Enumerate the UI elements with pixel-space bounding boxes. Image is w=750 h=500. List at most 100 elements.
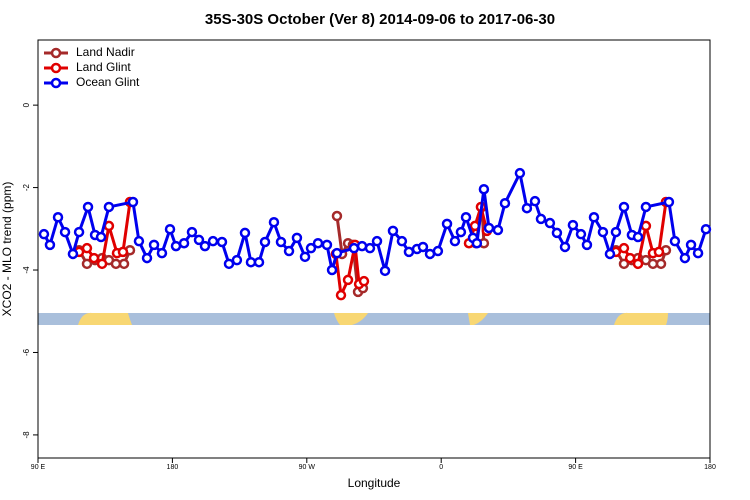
point xyxy=(521,202,533,214)
point xyxy=(81,258,93,270)
point xyxy=(283,245,295,257)
point xyxy=(88,252,100,264)
y-tick-label: 0 xyxy=(22,102,31,107)
point xyxy=(312,237,324,249)
point xyxy=(81,242,93,254)
plot-frame xyxy=(37,39,711,459)
x-tick-label: 0 xyxy=(439,464,443,471)
point xyxy=(110,258,122,270)
legend-marker xyxy=(50,62,62,74)
y-axis-label: XCO2 - MLO trend (ppm) xyxy=(0,182,14,317)
point xyxy=(118,258,130,270)
point xyxy=(692,247,704,259)
point xyxy=(199,240,211,252)
x-axis-label: Longitude xyxy=(348,476,401,490)
point xyxy=(640,201,652,213)
point xyxy=(535,213,547,225)
point xyxy=(299,251,311,263)
point xyxy=(618,201,630,213)
point xyxy=(700,223,712,235)
point xyxy=(581,239,593,251)
point xyxy=(59,226,71,238)
point xyxy=(604,248,616,260)
point xyxy=(223,258,235,270)
point xyxy=(624,252,636,264)
point xyxy=(618,242,630,254)
point xyxy=(148,239,160,251)
point xyxy=(364,242,376,254)
point xyxy=(331,210,343,222)
point xyxy=(67,248,79,260)
point xyxy=(141,252,153,264)
point xyxy=(331,247,343,259)
series-line xyxy=(78,201,668,297)
point xyxy=(95,231,107,243)
point xyxy=(103,201,115,213)
point xyxy=(164,223,176,235)
legend-marker xyxy=(50,47,62,59)
point xyxy=(358,275,370,287)
point xyxy=(387,225,399,237)
point xyxy=(239,227,251,239)
point xyxy=(632,258,644,270)
point xyxy=(663,196,675,208)
point xyxy=(567,219,579,231)
point xyxy=(38,228,50,240)
point xyxy=(133,235,145,247)
point xyxy=(514,167,526,179)
point xyxy=(275,236,287,248)
point xyxy=(268,216,280,228)
y-tick-label: -8 xyxy=(22,431,31,439)
point xyxy=(73,226,85,238)
point xyxy=(492,224,504,236)
point xyxy=(575,228,587,240)
chart-title: 35S-30S October (Ver 8) 2014-09-06 to 20… xyxy=(205,11,555,28)
point xyxy=(544,217,556,229)
point xyxy=(193,234,205,246)
point xyxy=(335,289,347,301)
point xyxy=(647,258,659,270)
x-tick-label: 90 E xyxy=(31,464,46,471)
point xyxy=(127,196,139,208)
point xyxy=(348,242,360,254)
x-tick-label: 180 xyxy=(167,464,179,471)
point xyxy=(379,265,391,277)
point xyxy=(245,256,257,268)
point xyxy=(685,239,697,251)
point xyxy=(342,274,354,286)
point xyxy=(44,239,56,251)
y-tick-label: -2 xyxy=(22,183,31,191)
point xyxy=(460,212,472,223)
point xyxy=(449,235,461,247)
point xyxy=(305,242,317,254)
point xyxy=(156,247,168,259)
y-tick-label: -6 xyxy=(22,348,31,356)
point xyxy=(597,226,609,238)
point xyxy=(483,222,495,234)
point xyxy=(82,201,94,213)
point xyxy=(655,258,667,270)
point xyxy=(471,237,483,249)
land-ocean-strip xyxy=(38,312,710,325)
point xyxy=(117,246,129,258)
legend-label: Land Glint xyxy=(76,60,131,74)
point xyxy=(618,258,630,270)
x-tick-label: 180 xyxy=(704,464,716,471)
point xyxy=(216,236,228,248)
point xyxy=(499,197,511,209)
point xyxy=(455,226,467,238)
point xyxy=(529,195,541,207)
point xyxy=(432,245,444,257)
point xyxy=(679,252,691,264)
point xyxy=(207,235,219,247)
point xyxy=(321,239,333,251)
legend-label: Ocean Glint xyxy=(76,75,140,89)
point xyxy=(551,227,563,239)
point xyxy=(170,240,182,252)
point xyxy=(403,246,415,258)
point xyxy=(653,246,665,258)
point xyxy=(253,256,265,268)
point xyxy=(291,232,303,244)
